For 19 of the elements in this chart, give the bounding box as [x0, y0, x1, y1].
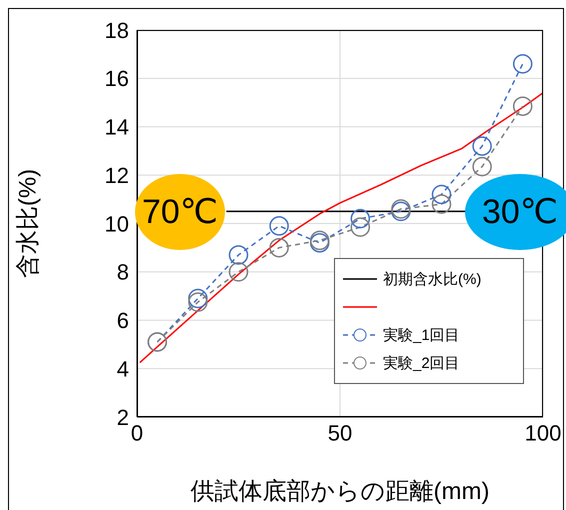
y-tick-label: 2 — [116, 404, 129, 430]
x-tick-label: 100 — [524, 420, 562, 446]
y-tick-label: 12 — [104, 162, 129, 188]
y-tick-label: 6 — [116, 308, 129, 334]
legend-label: 実験_1回目 — [383, 326, 460, 344]
y-tick-label: 16 — [104, 66, 129, 92]
x-tick-label: 0 — [130, 420, 144, 446]
y-tick-label: 14 — [104, 114, 129, 140]
y-tick-label: 4 — [116, 356, 129, 382]
y-axis-title: 含水比(%) — [14, 168, 42, 278]
y-tick-label: 8 — [116, 260, 129, 285]
x-axis-title: 供試体底部からの距離(mm) — [190, 478, 490, 505]
x-tick-label: 50 — [328, 420, 352, 446]
label-badge: 70℃ — [135, 174, 225, 250]
legend-label: 初期含水比(%) — [383, 270, 482, 288]
y-tick-label: 18 — [104, 18, 129, 43]
legend-label: 実験_2回目 — [383, 354, 460, 372]
y-tick-label: 10 — [104, 211, 129, 236]
label-badge: 30℃ — [465, 174, 566, 250]
